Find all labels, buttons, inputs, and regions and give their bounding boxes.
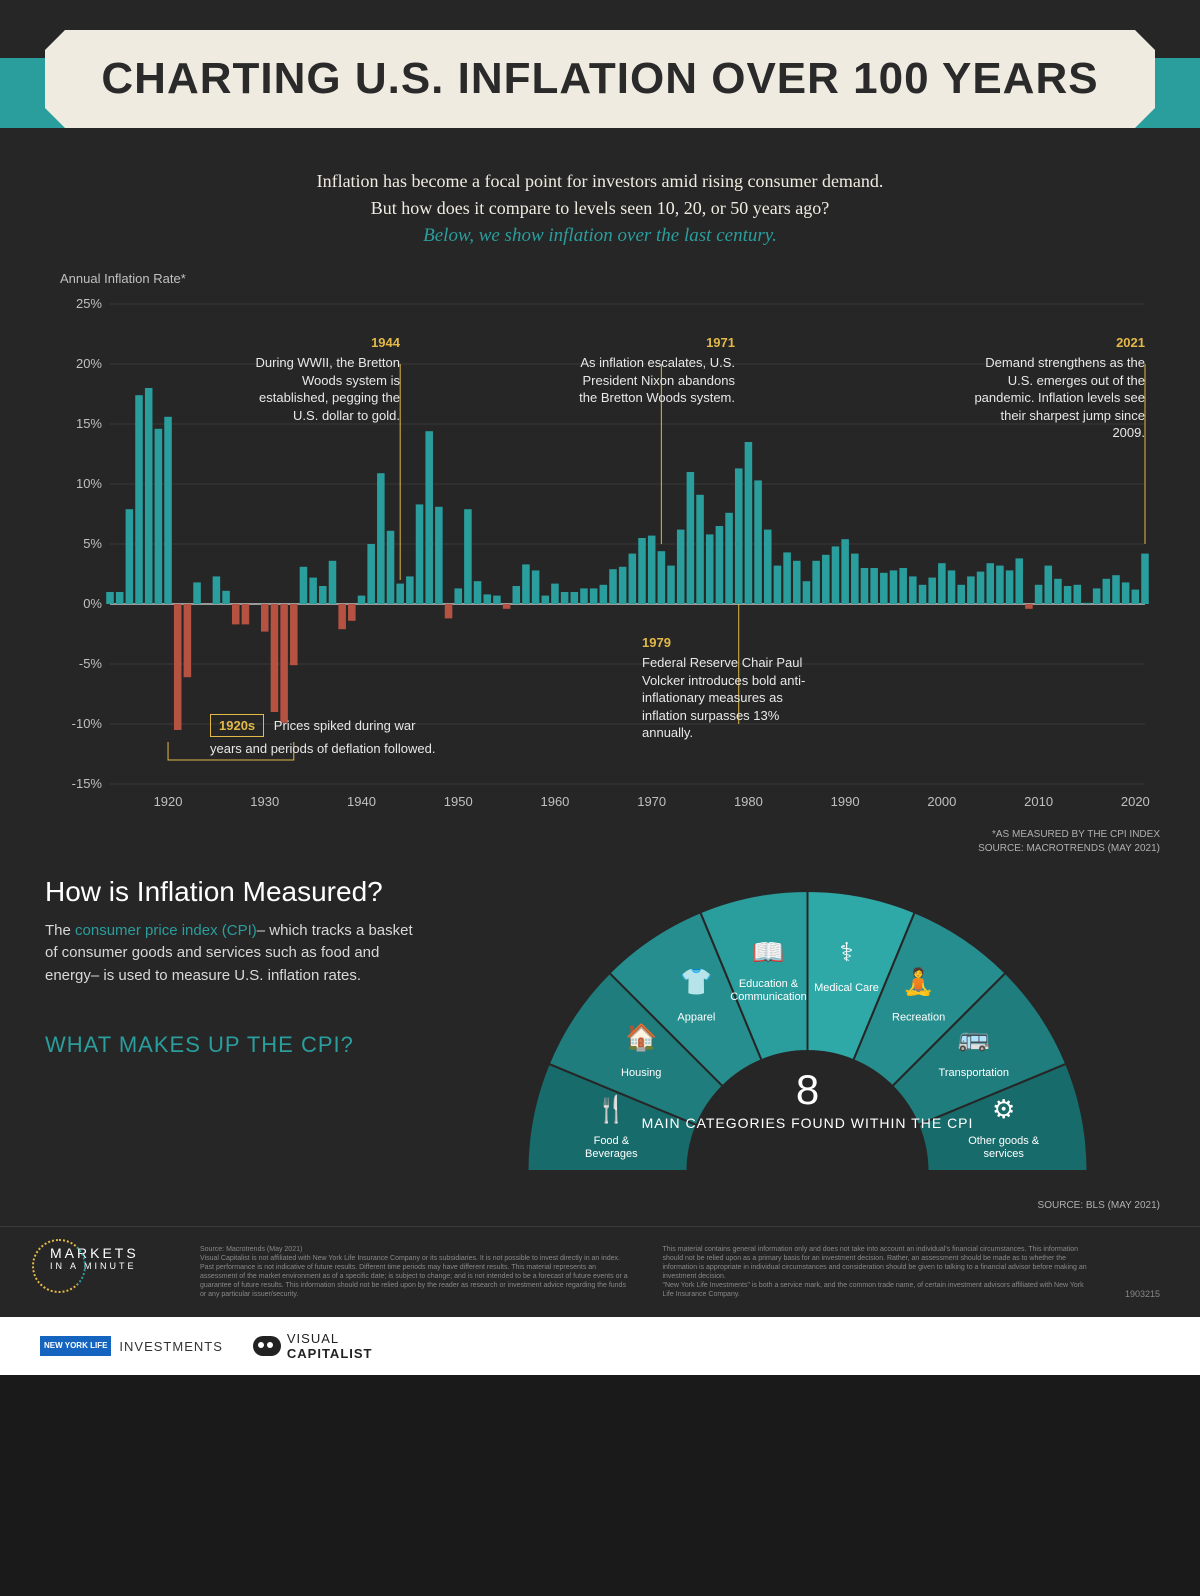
svg-text:Apparel: Apparel bbox=[677, 1011, 715, 1023]
svg-text:20%: 20% bbox=[76, 356, 102, 371]
intro-line-1: Inflation has become a focal point for i… bbox=[60, 168, 1140, 195]
svg-text:Education &: Education & bbox=[739, 977, 799, 989]
svg-text:🧘: 🧘 bbox=[902, 966, 934, 996]
svg-text:🚌: 🚌 bbox=[958, 1021, 990, 1051]
y-axis-label: Annual Inflation Rate* bbox=[60, 271, 1160, 286]
measured-body: The consumer price index (CPI)– which tr… bbox=[45, 920, 425, 988]
cpi-arc-svg: 🍴Food &Beverages🏠Housing👕Apparel📖Educati… bbox=[445, 876, 1170, 1186]
svg-text:1970: 1970 bbox=[637, 794, 666, 809]
makes-up-heading: WHAT MAKES UP THE CPI? bbox=[45, 1032, 425, 1058]
svg-text:Recreation: Recreation bbox=[892, 1011, 945, 1023]
svg-text:Other goods &: Other goods & bbox=[968, 1134, 1040, 1146]
svg-text:-15%: -15% bbox=[72, 776, 103, 791]
annotation-2021: 2021 Demand strengthens as the U.S. emer… bbox=[970, 334, 1145, 442]
svg-text:2000: 2000 bbox=[927, 794, 956, 809]
chart-source: *AS MEASURED BY THE CPI INDEXSOURCE: MAC… bbox=[0, 824, 1200, 856]
footer: MARKETS IN A MINUTE Source: Macrotrends … bbox=[0, 1226, 1200, 1318]
binoculars-icon bbox=[253, 1336, 281, 1356]
svg-text:1960: 1960 bbox=[540, 794, 569, 809]
svg-text:2010: 2010 bbox=[1024, 794, 1053, 809]
svg-text:1990: 1990 bbox=[831, 794, 860, 809]
svg-text:Food &: Food & bbox=[594, 1134, 630, 1146]
annotation-1920s: 1920s Prices spiked during war years and… bbox=[210, 714, 440, 758]
intro-line-2: But how does it compare to levels seen 1… bbox=[60, 195, 1140, 222]
annotation-1944: 1944 During WWII, the Bretton Woods syst… bbox=[235, 334, 400, 425]
disclaimer-text: Source: Macrotrends (May 2021) Visual Ca… bbox=[200, 1245, 1095, 1300]
arc-source: SOURCE: BLS (MAY 2021) bbox=[0, 1196, 1200, 1226]
svg-text:5%: 5% bbox=[83, 536, 102, 551]
svg-text:25%: 25% bbox=[76, 296, 102, 311]
svg-text:0%: 0% bbox=[83, 596, 102, 611]
visual-capitalist-logo: VISUALCAPITALIST bbox=[253, 1331, 373, 1361]
intro-highlight: Below, we show inflation over the last c… bbox=[60, 222, 1140, 251]
measured-heading: How is Inflation Measured? bbox=[45, 876, 425, 908]
svg-text:1920: 1920 bbox=[154, 794, 183, 809]
svg-text:👕: 👕 bbox=[680, 966, 712, 996]
title-banner: CHARTING U.S. INFLATION OVER 100 YEARS bbox=[0, 0, 1200, 148]
svg-text:Medical Care: Medical Care bbox=[814, 981, 879, 993]
svg-text:-10%: -10% bbox=[72, 716, 103, 731]
annotation-1971: 1971 As inflation escalates, U.S. Presid… bbox=[570, 334, 735, 407]
svg-text:🏠: 🏠 bbox=[625, 1021, 657, 1051]
cpi-arc: 🍴Food &Beverages🏠Housing👕Apparel📖Educati… bbox=[445, 876, 1170, 1186]
intro-block: Inflation has become a focal point for i… bbox=[0, 148, 1200, 261]
ref-number: 1903215 bbox=[1125, 1289, 1160, 1299]
svg-text:-5%: -5% bbox=[79, 656, 103, 671]
arc-center-label: 8 MAIN CATEGORIES FOUND WITHIN THE CPI bbox=[642, 1066, 974, 1132]
svg-text:1950: 1950 bbox=[444, 794, 473, 809]
measured-block: How is Inflation Measured? The consumer … bbox=[45, 876, 425, 1059]
svg-text:1940: 1940 bbox=[347, 794, 376, 809]
annotation-1979: 1979 Federal Reserve Chair Paul Volcker … bbox=[642, 634, 822, 742]
svg-text:Beverages: Beverages bbox=[585, 1147, 638, 1159]
svg-text:10%: 10% bbox=[76, 476, 102, 491]
bottom-bar: NEW YORK LIFE INVESTMENTS VISUALCAPITALI… bbox=[0, 1317, 1200, 1375]
svg-text:Communication: Communication bbox=[730, 990, 806, 1002]
markets-minute-logo: MARKETS IN A MINUTE bbox=[40, 1245, 170, 1273]
svg-text:1930: 1930 bbox=[250, 794, 279, 809]
svg-text:1980: 1980 bbox=[734, 794, 763, 809]
svg-text:⚙: ⚙ bbox=[992, 1093, 1015, 1123]
svg-text:2020: 2020 bbox=[1121, 794, 1150, 809]
svg-text:🍴: 🍴 bbox=[595, 1093, 627, 1124]
svg-text:⚕: ⚕ bbox=[839, 936, 853, 966]
svg-text:📖: 📖 bbox=[752, 936, 784, 966]
main-title: CHARTING U.S. INFLATION OVER 100 YEARS bbox=[85, 54, 1115, 104]
chart-section: Annual Inflation Rate* -15% -10% -5% 0% 5% 10… bbox=[0, 261, 1200, 824]
svg-text:services: services bbox=[983, 1147, 1024, 1159]
svg-text:15%: 15% bbox=[76, 416, 102, 431]
ny-life-logo: NEW YORK LIFE INVESTMENTS bbox=[40, 1336, 223, 1356]
